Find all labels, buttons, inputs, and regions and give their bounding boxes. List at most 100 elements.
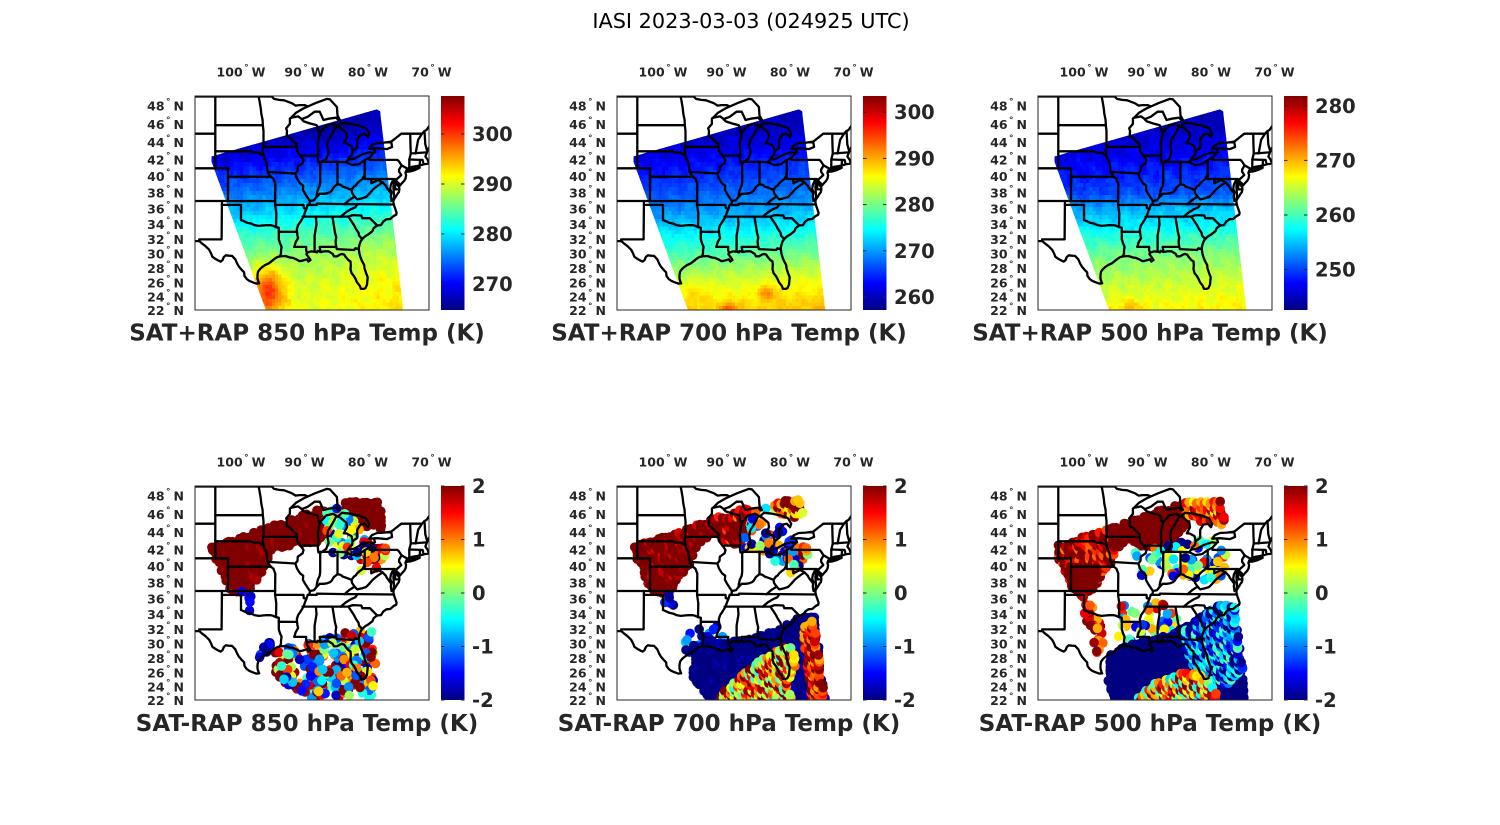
heat-cell bbox=[306, 157, 311, 163]
heat-cell bbox=[703, 252, 708, 257]
heat-cell bbox=[328, 280, 333, 285]
heat-cell bbox=[313, 222, 317, 227]
heat-cell bbox=[322, 218, 327, 223]
heat-cell bbox=[303, 287, 308, 292]
heat-cell bbox=[236, 194, 241, 200]
heat-cell bbox=[290, 237, 295, 242]
heat-cell bbox=[357, 270, 362, 275]
heat-cell bbox=[738, 280, 742, 285]
heat-cell bbox=[360, 182, 365, 188]
heat-cell bbox=[274, 280, 279, 285]
heat-cell bbox=[382, 298, 387, 303]
heat-cell bbox=[373, 237, 378, 242]
heat-cell bbox=[370, 194, 374, 200]
heat-cell bbox=[668, 210, 673, 215]
heat-cell bbox=[693, 153, 698, 158]
heat-cell bbox=[332, 178, 336, 184]
heat-cell bbox=[785, 244, 790, 249]
degree-symbol: ° bbox=[367, 64, 372, 74]
heat-cell bbox=[284, 294, 289, 299]
heat-cell bbox=[738, 210, 742, 215]
heat-cell bbox=[367, 301, 371, 306]
heat-cell bbox=[386, 259, 390, 264]
degree-symbol: ° bbox=[166, 274, 171, 284]
heat-cell bbox=[779, 305, 784, 310]
heat-cell bbox=[357, 206, 362, 212]
heat-cell bbox=[738, 308, 742, 310]
heat-cell bbox=[785, 112, 790, 118]
heat-cell bbox=[696, 280, 701, 285]
heat-cell bbox=[306, 291, 311, 296]
heat-cell bbox=[731, 305, 736, 310]
heat-cell bbox=[814, 305, 819, 310]
heat-cell bbox=[341, 277, 346, 282]
heat-cell bbox=[363, 121, 368, 128]
heat-cell bbox=[782, 126, 787, 132]
heat-cell bbox=[700, 190, 704, 196]
heat-cell bbox=[709, 298, 714, 303]
heat-cell bbox=[367, 237, 371, 242]
heat-cell bbox=[798, 109, 803, 114]
heat-cell bbox=[808, 182, 812, 188]
heat-cell bbox=[722, 308, 727, 310]
heat-cell bbox=[363, 186, 368, 192]
heat-cell bbox=[719, 218, 723, 223]
heat-cell bbox=[744, 273, 749, 278]
heat-cell bbox=[728, 262, 733, 268]
heat-cell bbox=[769, 233, 774, 238]
heat-cell bbox=[360, 255, 365, 260]
heat-cell bbox=[773, 308, 777, 310]
heat-cell bbox=[351, 130, 355, 137]
heat-cell bbox=[696, 198, 701, 204]
heat-cell bbox=[706, 161, 711, 167]
heat-cell bbox=[725, 301, 730, 306]
heat-cell bbox=[303, 178, 308, 184]
heat-cell bbox=[731, 174, 736, 179]
heat-cell bbox=[725, 259, 730, 264]
heat-cell bbox=[677, 244, 682, 249]
heat-cell bbox=[792, 109, 796, 114]
heat-cell bbox=[284, 244, 289, 249]
heat-cell bbox=[668, 161, 673, 167]
state-border bbox=[343, 195, 356, 206]
heat-cell bbox=[693, 273, 698, 278]
heat-cell bbox=[820, 298, 825, 303]
heat-cell bbox=[224, 186, 228, 192]
heat-cell bbox=[316, 202, 320, 208]
heat-cell bbox=[290, 273, 295, 278]
heat-cell bbox=[706, 248, 711, 253]
heat-cell bbox=[744, 218, 749, 223]
heat-cell bbox=[363, 222, 368, 227]
heat-cell bbox=[642, 178, 647, 184]
heat-cell bbox=[782, 198, 787, 204]
heat-cell bbox=[658, 153, 663, 158]
heat-cell bbox=[252, 229, 257, 235]
heat-cell bbox=[373, 194, 378, 200]
heat-cell bbox=[252, 273, 257, 278]
heat-cell bbox=[322, 222, 327, 227]
heat-cell bbox=[716, 237, 720, 242]
heat-cell bbox=[363, 206, 368, 212]
heat-cell bbox=[665, 214, 669, 219]
heat-cell bbox=[811, 308, 816, 310]
heat-cell bbox=[706, 284, 711, 289]
heat-cell bbox=[735, 305, 739, 310]
heat-cell bbox=[389, 298, 394, 303]
hemisphere-letter: W bbox=[438, 65, 452, 80]
heat-cell bbox=[360, 139, 365, 145]
heat-cell bbox=[750, 237, 755, 242]
heat-cell bbox=[271, 222, 276, 227]
heat-cell bbox=[766, 153, 771, 158]
heat-cell bbox=[700, 161, 704, 167]
heat-cell bbox=[379, 266, 384, 271]
heat-cell bbox=[284, 240, 289, 246]
heat-cell bbox=[344, 252, 349, 257]
heat-cell bbox=[728, 229, 733, 235]
heat-cell bbox=[811, 218, 816, 223]
heat-cell bbox=[655, 157, 660, 163]
heat-cell bbox=[392, 237, 397, 242]
heat-cell bbox=[379, 277, 384, 282]
heat-cell bbox=[801, 190, 806, 196]
heat-cell bbox=[741, 194, 746, 200]
heat-cell bbox=[731, 190, 736, 196]
